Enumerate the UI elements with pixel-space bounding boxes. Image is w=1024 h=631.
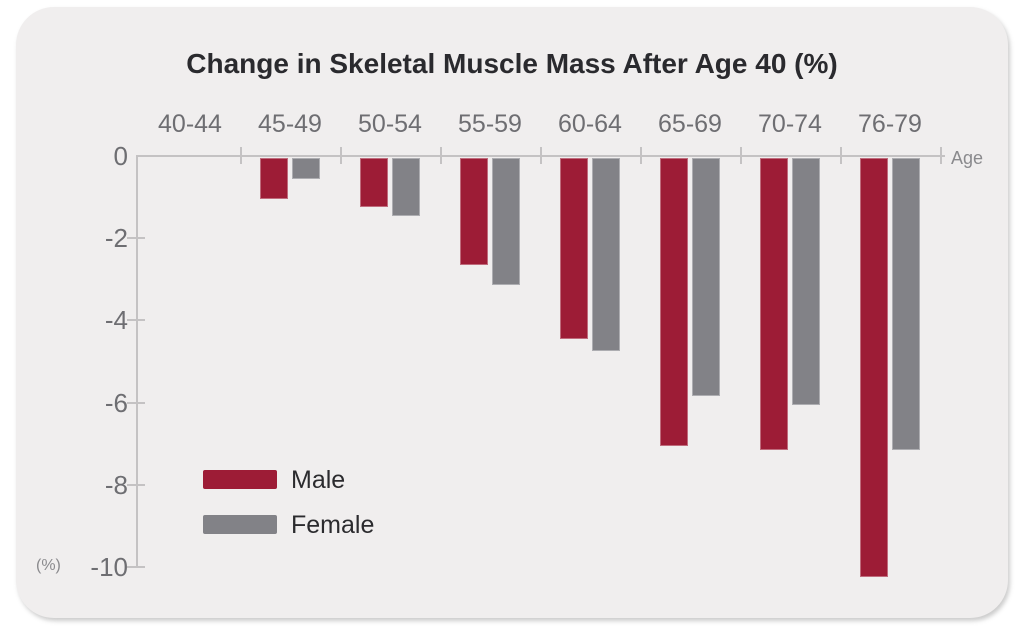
x-axis-tick [440, 147, 442, 164]
chart-card [16, 7, 1008, 618]
x-axis-label-45-49: 45-49 [258, 110, 322, 138]
x-axis-tick [740, 147, 742, 164]
bar-female-76-79 [892, 158, 920, 450]
bar-male-50-54 [360, 158, 388, 207]
y-axis-label--8: -8 [104, 469, 128, 500]
y-axis-label-0: 0 [113, 141, 128, 171]
bar-male-60-64 [560, 158, 588, 339]
y-axis-tick [127, 401, 145, 404]
x-axis-tick [340, 147, 342, 164]
x-axis-label-50-54: 50-54 [358, 110, 422, 138]
x-axis-label-76-79: 76-79 [858, 110, 922, 138]
y-axis-label--2: -2 [104, 223, 128, 254]
bar-male-55-59 [460, 158, 488, 265]
bar-female-45-49 [292, 158, 320, 179]
x-axis-label-70-74: 70-74 [758, 110, 822, 138]
bar-female-70-74 [792, 158, 820, 405]
x-axis-tick [840, 147, 842, 164]
y-axis-label--4: -4 [104, 305, 128, 336]
y-axis-line [136, 155, 138, 568]
y-axis-tick [127, 237, 145, 240]
x-axis-tick [240, 147, 242, 164]
bar-female-50-54 [392, 158, 420, 216]
y-axis-tick [127, 483, 145, 486]
y-axis-tick [127, 566, 145, 568]
y-axis-label--6: -6 [104, 387, 128, 418]
x-axis-tick [640, 147, 642, 164]
bar-male-65-69 [660, 158, 688, 446]
bar-female-65-69 [692, 158, 720, 396]
y-axis-tick [127, 319, 145, 322]
legend-swatch-male [203, 470, 277, 489]
bar-male-45-49 [260, 158, 288, 199]
legend-label-female: Female [291, 511, 375, 539]
bar-female-55-59 [492, 158, 520, 285]
x-axis-label-55-59: 55-59 [458, 110, 522, 138]
chart-title: Change in Skeletal Muscle Mass After Age… [186, 48, 838, 79]
bar-female-60-64 [592, 158, 620, 351]
x-axis-label-60-64: 60-64 [558, 110, 622, 138]
legend-swatch-female [203, 515, 277, 534]
x-axis-tick [940, 147, 942, 164]
x-axis-title: Age [951, 148, 984, 168]
y-axis-unit-label: (%) [36, 557, 61, 574]
bar-male-70-74 [760, 158, 788, 450]
y-axis-label--10: -10 [90, 552, 128, 582]
x-axis-tick [540, 147, 542, 164]
x-axis-label-40-44: 40-44 [158, 110, 222, 138]
bar-male-76-79 [860, 158, 888, 577]
x-axis-label-65-69: 65-69 [658, 110, 722, 138]
legend-label-male: Male [291, 466, 346, 494]
